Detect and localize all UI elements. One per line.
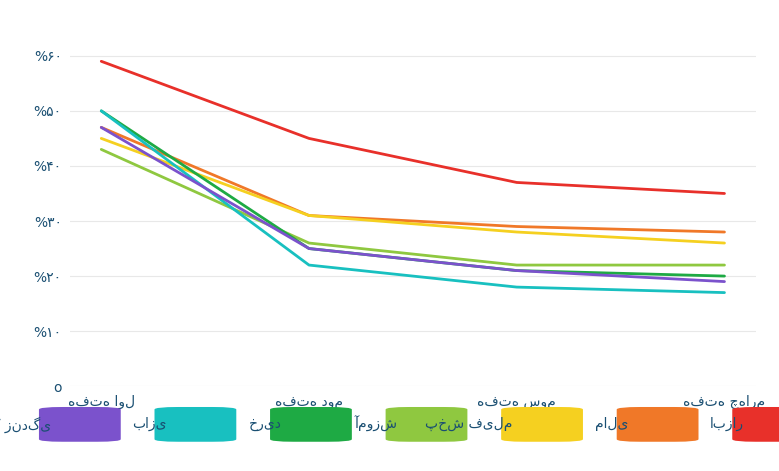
Text: بازی: بازی — [132, 417, 166, 431]
Text: آموزش: آموزش — [354, 416, 397, 432]
FancyBboxPatch shape — [270, 407, 352, 442]
FancyBboxPatch shape — [154, 407, 236, 442]
Text: ابزار: ابزار — [710, 417, 744, 431]
Text: سبک زندگی: سبک زندگی — [0, 416, 51, 432]
Text: خرید: خرید — [249, 417, 282, 431]
FancyBboxPatch shape — [39, 407, 121, 442]
FancyBboxPatch shape — [386, 407, 467, 442]
Text: مالی: مالی — [595, 417, 629, 431]
FancyBboxPatch shape — [617, 407, 699, 442]
FancyBboxPatch shape — [732, 407, 779, 442]
FancyBboxPatch shape — [501, 407, 583, 442]
Text: پخش فیلم: پخش فیلم — [425, 417, 513, 431]
